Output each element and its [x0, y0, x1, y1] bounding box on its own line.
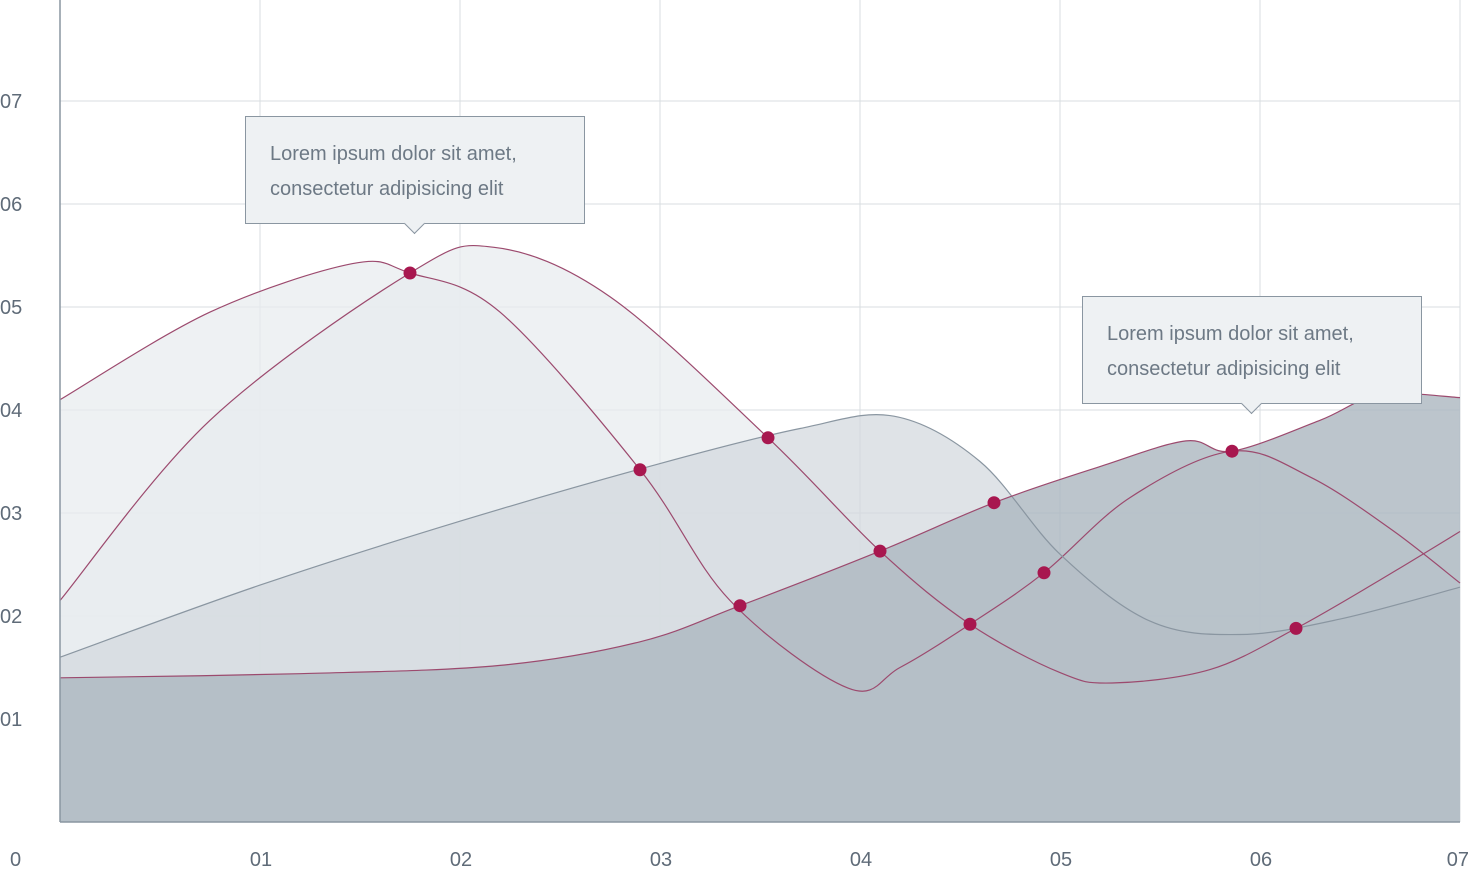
y-tick-label: 06 [0, 194, 22, 216]
x-tick-label: 02 [450, 849, 472, 869]
x-tick-label: 04 [850, 849, 872, 869]
y-tick-label: 05 [0, 297, 22, 319]
data-point-marker [733, 599, 747, 613]
data-point-marker [403, 266, 417, 280]
series-3-line [59, 414, 1461, 658]
y-tick-label: 07 [0, 91, 22, 113]
x-tick-label: 0 [10, 849, 21, 869]
data-point-marker [963, 617, 977, 631]
x-tick-label: 06 [1250, 849, 1272, 869]
series-4-line [59, 392, 1461, 679]
chart-tick-labels: 01 02 03 04 05 06 07 0 01 02 03 04 05 06 07 [0, 91, 1469, 869]
series-2-line [59, 245, 1461, 684]
series-1-line [59, 260, 1461, 692]
x-tick-label: 05 [1050, 849, 1072, 869]
data-point-marker [873, 544, 887, 558]
series-4-area [60, 393, 1460, 822]
chart-areas [60, 245, 1460, 822]
annotation-1-line-2: consectetur adipisicing elit [270, 178, 504, 200]
x-tick-label: 07 [1447, 849, 1469, 869]
annotation-tooltip-2: Lorem ipsum dolor sit amet, consectetur … [1082, 296, 1422, 415]
y-tick-label: 04 [0, 400, 22, 422]
annotation-2-line-1: Lorem ipsum dolor sit amet, [1107, 323, 1354, 345]
annotation-tooltip-1: Lorem ipsum dolor sit amet, consectetur … [245, 116, 585, 235]
data-point-marker [761, 431, 775, 445]
chart-axes [59, 0, 1460, 823]
data-point-marker [1225, 444, 1239, 458]
y-tick-label: 02 [0, 606, 22, 628]
x-tick-label: 01 [250, 849, 272, 869]
chart-markers [403, 266, 1303, 635]
data-point-marker [1289, 621, 1303, 635]
data-point-marker [987, 496, 1001, 510]
chart-lines [59, 245, 1461, 692]
x-tick-label: 03 [650, 849, 672, 869]
data-point-marker [633, 463, 647, 477]
data-point-marker [1037, 566, 1051, 580]
annotation-2-line-2: consectetur adipisicing elit [1107, 358, 1341, 380]
y-tick-label: 03 [0, 503, 22, 525]
annotation-1-line-1: Lorem ipsum dolor sit amet, [270, 143, 517, 165]
y-tick-label: 01 [0, 709, 22, 731]
